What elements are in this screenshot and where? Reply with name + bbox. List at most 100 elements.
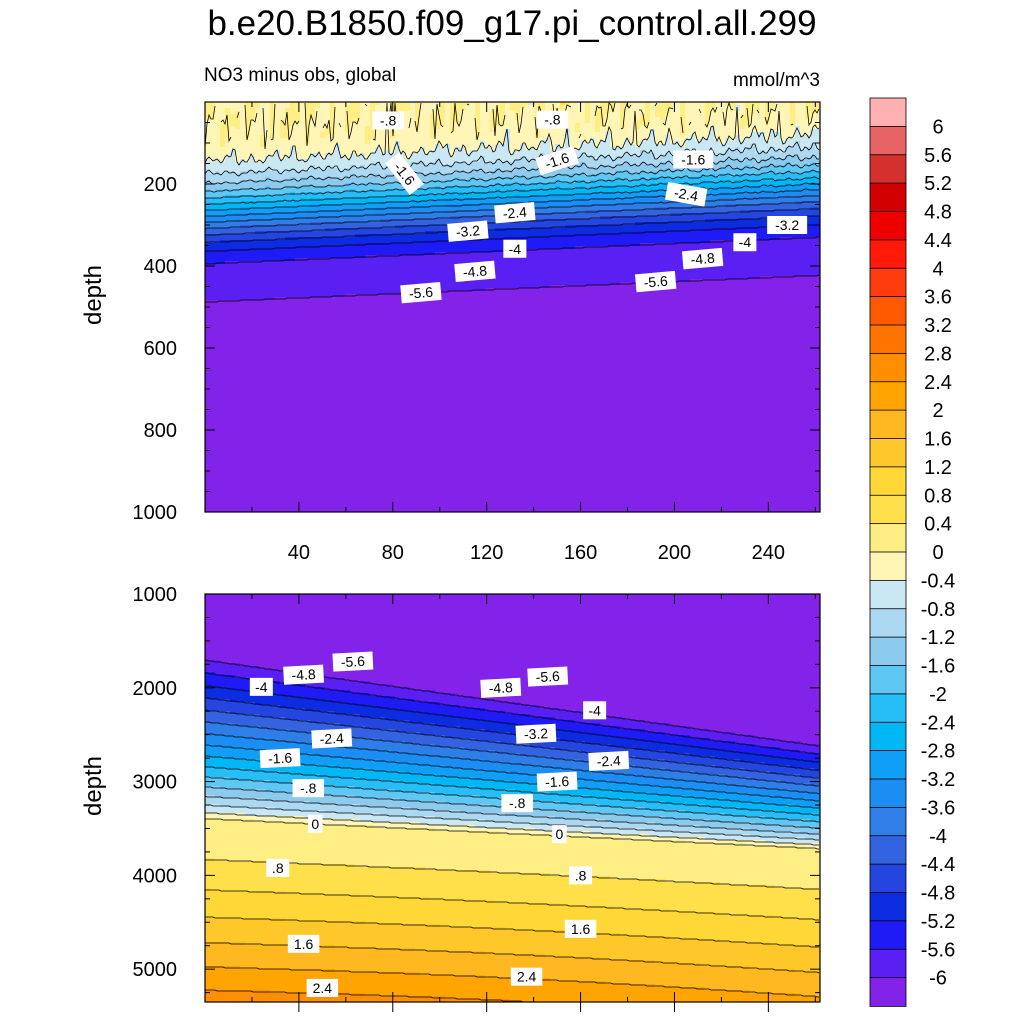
colorbar-box: [869, 182, 907, 213]
colorbar-box: [869, 267, 907, 298]
contour-label: .8: [569, 866, 593, 885]
y-tick-label: 600: [144, 338, 177, 360]
colorbar-label: 1.6: [924, 429, 952, 451]
colorbar-label: 3.2: [924, 315, 952, 337]
contour-label-text: .8: [575, 867, 587, 883]
colorbar-box: [869, 523, 907, 553]
colorbar-box: [869, 750, 907, 780]
contour-label-text: -.8: [300, 780, 317, 796]
contour-label: 2.4: [306, 978, 339, 997]
contour-label: -.8: [372, 111, 404, 130]
contour-label-text: -1.6: [681, 151, 705, 167]
contour-label: -1.6: [536, 771, 578, 792]
contour-label: 1.6: [287, 934, 320, 953]
colorbar-label: 5.2: [924, 173, 952, 195]
y-axis-title: depth: [80, 756, 107, 816]
contour-label: -3.2: [447, 220, 489, 242]
colorbar-label: 0.8: [924, 485, 952, 507]
colorbar-box: [869, 835, 907, 865]
colorbar-box: [869, 892, 907, 922]
contour-label: -2.4: [311, 728, 353, 749]
contour-label-text: -3.2: [775, 217, 799, 233]
colorbar-box: [869, 409, 907, 440]
y-axis-title: depth: [80, 265, 107, 325]
y-tick-label: 1000: [133, 502, 178, 524]
contour-label-text: 2.4: [517, 969, 537, 985]
colorbar-label: 4: [932, 258, 943, 280]
contour-label: -1.6: [535, 145, 579, 176]
contour-label: .8: [266, 858, 290, 877]
contour-label-text: -2.4: [673, 184, 700, 204]
y-axis: 200 400 600 800 1000: [133, 101, 820, 524]
y-tick-label: 3000: [133, 772, 178, 794]
colorbar-box: [869, 721, 907, 752]
colorbar-label: 5.6: [924, 145, 952, 167]
contour-label: -4: [733, 233, 757, 252]
contour-label: -.8: [536, 110, 569, 129]
colorbar-box: [869, 948, 907, 979]
colorbar-box: [869, 239, 907, 270]
contour-label: -2.4: [588, 750, 630, 771]
colorbar-label: -0.4: [921, 570, 955, 592]
contour-panel-top: 200 400 600 800 1000 40 80 120 160 200 240 depth -.8…: [80, 101, 821, 564]
colorbar-box: [869, 778, 907, 809]
colorbar-label: -4.8: [921, 883, 955, 905]
y-axis: 1000 2000 3000 4000 5000: [133, 584, 820, 994]
contour-label-group: -.8 -.8-1.6 -1.6 -1.6-2.4-2.4-3.2 -3.2-4 -4-4…: [372, 110, 808, 304]
y-tick-label: 400: [144, 256, 177, 278]
y-tick-label: 2000: [133, 678, 178, 700]
contour-label-text: -5.6: [408, 284, 434, 302]
contour-label-text: -4: [255, 679, 268, 695]
contour-label-text: -5.6: [643, 273, 669, 291]
contour-label: -4.8: [681, 247, 724, 270]
colorbar-box: [869, 806, 907, 837]
contour-label: -3.2: [515, 723, 557, 744]
colorbar-label: -2.8: [921, 741, 955, 763]
colorbar-label: -1.2: [921, 627, 955, 649]
x-tick-label: 240: [752, 542, 785, 564]
contour-label: -.8: [501, 794, 533, 813]
colorbar-box: [869, 296, 907, 326]
colorbar-box: [869, 494, 907, 525]
contour-label-text: 1.6: [571, 921, 591, 937]
colorbar-box: [869, 381, 907, 411]
colorbar-box: [869, 920, 907, 951]
y-tick-label: 1000: [133, 584, 178, 606]
colorbar-label: 2.8: [924, 343, 952, 365]
contour-label: -4: [583, 701, 607, 720]
contour-label: 0: [552, 825, 567, 844]
colorbar-label: -4.4: [921, 854, 955, 876]
contour-label-text: -1.6: [268, 750, 293, 767]
colorbar-label: 2: [932, 400, 943, 422]
contour-label: -1.6: [259, 748, 301, 769]
colorbar-box: [869, 97, 907, 128]
contour-label-text: -4: [739, 234, 752, 250]
colorbar-box: [869, 977, 907, 1007]
colorbar-box: [869, 438, 907, 468]
contour-label-text: -5.6: [340, 653, 365, 670]
plot-frame: [204, 593, 821, 1003]
contour-label-text: 2.4: [313, 980, 333, 996]
colorbar-label: -1.6: [921, 656, 955, 678]
colorbar-label: -5.6: [921, 939, 955, 961]
colorbar-label: 1.2: [924, 457, 952, 479]
x-tick-label: 40: [288, 542, 310, 564]
x-tick-label: 160: [564, 542, 597, 564]
contour-label: -5.6: [527, 666, 569, 687]
colorbar-box: [869, 352, 907, 383]
colorbar-label: 0: [932, 542, 943, 564]
contour-label: 0: [308, 814, 323, 833]
contour-label-text: -.8: [380, 112, 397, 128]
colorbar-label: -3.6: [921, 797, 955, 819]
left-string: NO3 minus obs, global: [204, 65, 396, 86]
y-tick-label: 200: [144, 174, 177, 196]
contour-label-text: 0: [311, 816, 319, 832]
figure-title: b.e20.B1850.f09_g17.pi_control.all.299: [207, 4, 817, 43]
contour-label-text: -1.6: [543, 149, 571, 172]
colorbar-label: -6: [929, 968, 947, 990]
colorbar-box: [869, 608, 907, 638]
colorbar-label: -2: [929, 684, 947, 706]
contour-label: 2.4: [510, 967, 543, 986]
colorbar-box: [869, 466, 907, 497]
